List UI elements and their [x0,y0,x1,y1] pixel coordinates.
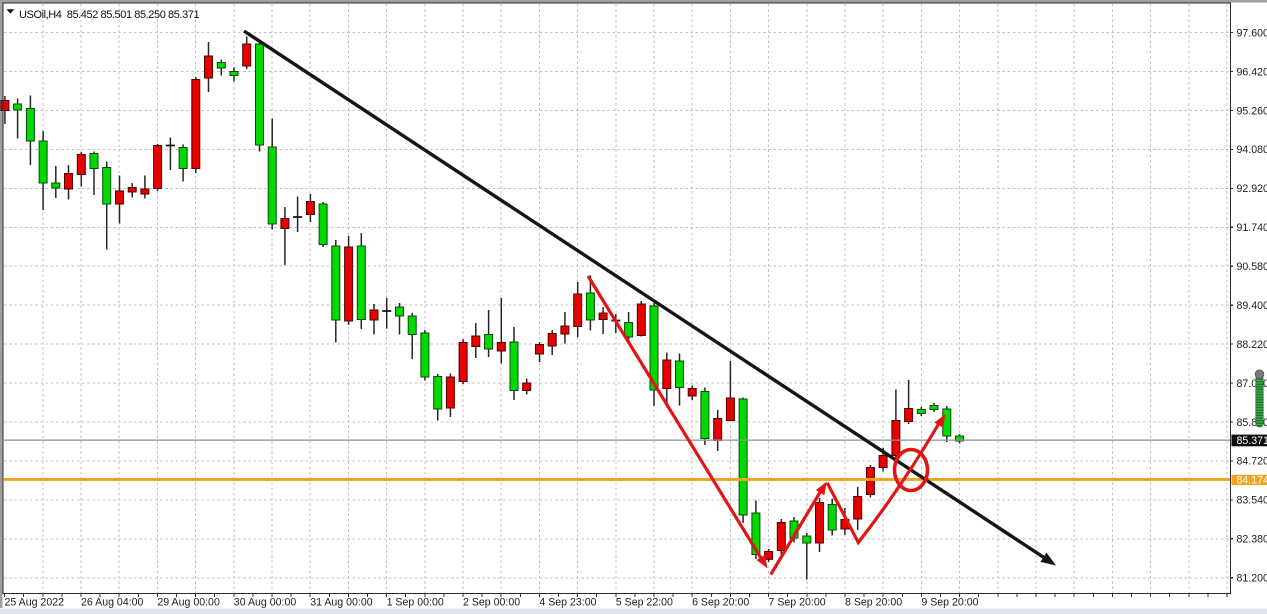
svg-text:26 Aug 04:00: 26 Aug 04:00 [81,597,144,609]
svg-text:5 Sep 22:00: 5 Sep 22:00 [616,597,673,609]
svg-text:9 Sep 20:00: 9 Sep 20:00 [921,597,978,609]
svg-text:95.260: 95.260 [1237,105,1267,117]
svg-text:85.371: 85.371 [1237,435,1267,447]
svg-text:6 Sep 20:00: 6 Sep 20:00 [692,597,749,609]
svg-text:8 Sep 20:00: 8 Sep 20:00 [845,597,902,609]
svg-text:92.920: 92.920 [1237,183,1267,195]
svg-text:96.420: 96.420 [1237,66,1267,78]
svg-text:94.080: 94.080 [1237,144,1267,156]
svg-text:7 Sep 20:00: 7 Sep 20:00 [769,597,826,609]
svg-text:2 Sep 00:00: 2 Sep 00:00 [463,597,520,609]
svg-text:1 Sep 00:00: 1 Sep 00:00 [387,597,444,609]
svg-text:91.740: 91.740 [1237,222,1267,234]
svg-text:31 Aug 00:00: 31 Aug 00:00 [310,597,373,609]
svg-text:84.720: 84.720 [1237,456,1267,468]
svg-text:89.400: 89.400 [1237,300,1267,312]
svg-text:81.200: 81.200 [1237,573,1267,585]
svg-text:90.580: 90.580 [1237,261,1267,273]
svg-text:97.600: 97.600 [1237,27,1267,39]
svg-text:82.380: 82.380 [1237,534,1267,546]
svg-text:30 Aug 00:00: 30 Aug 00:00 [234,597,297,609]
svg-text:25 Aug 2022: 25 Aug 2022 [5,597,65,609]
svg-text:29 Aug 00:00: 29 Aug 00:00 [157,597,220,609]
svg-text:USOil,H4 85.452 85.501 85.250: USOil,H4 85.452 85.501 85.250 85.371 [19,9,199,21]
svg-text:4 Sep 23:00: 4 Sep 23:00 [539,597,596,609]
svg-text:84.174: 84.174 [1237,474,1267,486]
svg-text:88.220: 88.220 [1237,339,1267,351]
svg-text:83.540: 83.540 [1237,495,1267,507]
